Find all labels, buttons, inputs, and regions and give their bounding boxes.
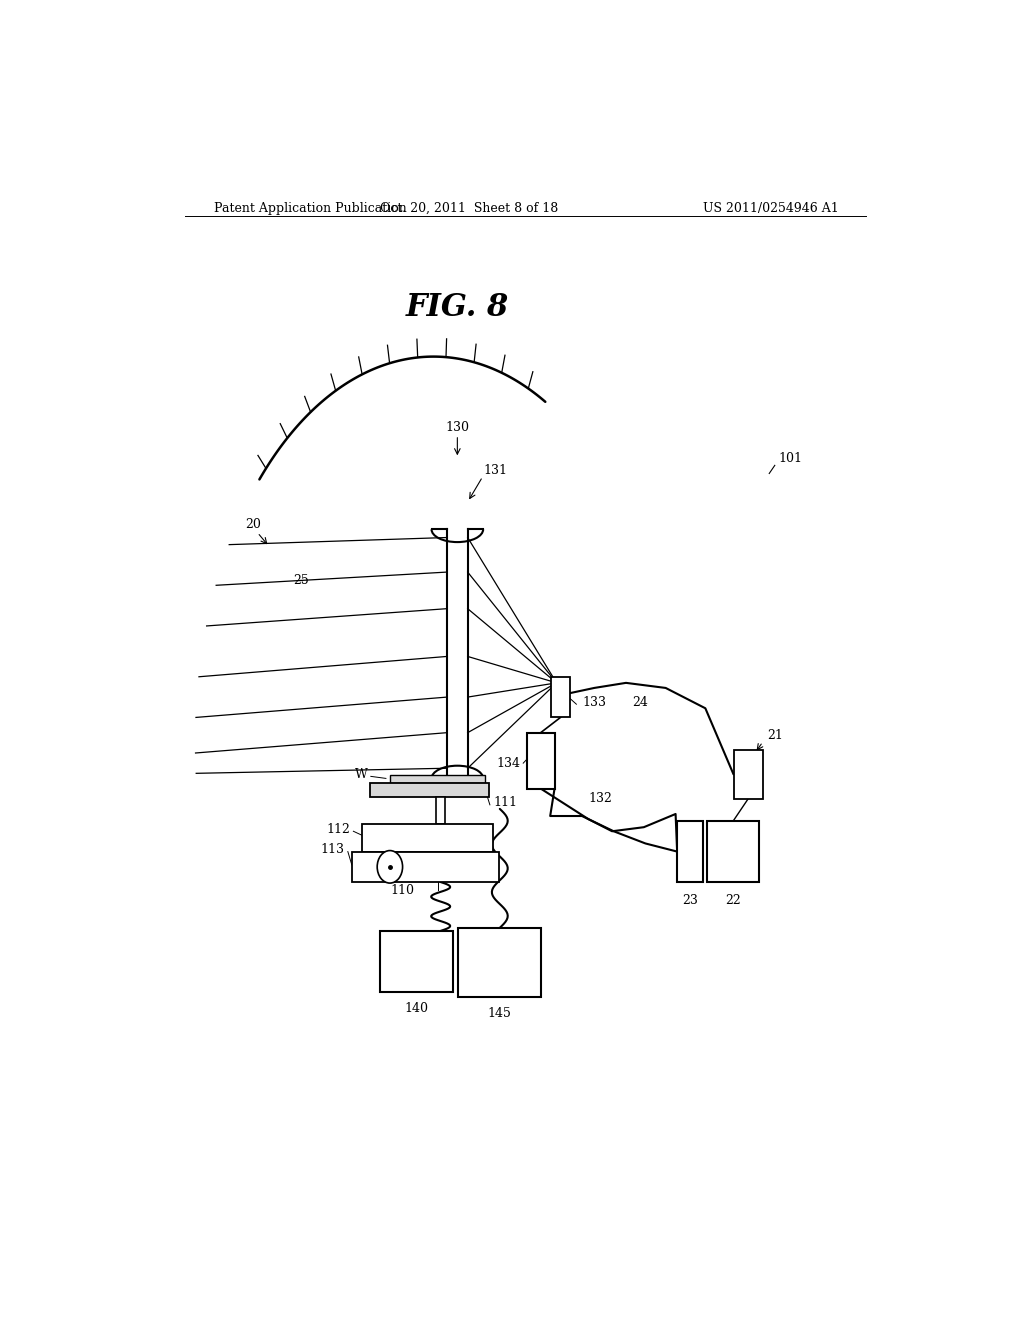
Bar <box>362 824 494 851</box>
Text: CONTROL: CONTROL <box>391 946 442 956</box>
Bar <box>551 677 570 718</box>
Text: z: z <box>439 833 444 842</box>
Bar <box>370 784 489 797</box>
Text: US 2011/0254946 A1: US 2011/0254946 A1 <box>702 202 839 215</box>
Text: Oct. 20, 2011  Sheet 8 of 18: Oct. 20, 2011 Sheet 8 of 18 <box>380 202 558 215</box>
Text: 131: 131 <box>483 463 508 477</box>
Circle shape <box>377 850 402 883</box>
Text: IMAGE: IMAGE <box>483 939 516 949</box>
Text: FIG. 8: FIG. 8 <box>406 292 509 323</box>
Text: 101: 101 <box>778 451 803 465</box>
Bar <box>436 797 445 824</box>
Bar <box>458 928 542 997</box>
Text: UNIT: UNIT <box>404 966 429 977</box>
Bar <box>677 821 703 882</box>
Text: 110: 110 <box>390 883 415 896</box>
Text: 132: 132 <box>588 792 612 805</box>
Text: 134: 134 <box>497 756 521 770</box>
Text: Patent Application Publication: Patent Application Publication <box>214 202 407 215</box>
Text: 130: 130 <box>445 421 469 434</box>
Text: 21: 21 <box>767 729 782 742</box>
Text: 20: 20 <box>246 517 261 531</box>
Bar <box>352 851 500 882</box>
Text: 140: 140 <box>404 1002 429 1015</box>
Text: 113: 113 <box>321 843 345 857</box>
Text: PROCESSING: PROCESSING <box>466 957 534 968</box>
Text: 23: 23 <box>682 894 698 907</box>
Text: 145: 145 <box>487 1007 512 1019</box>
Text: 111: 111 <box>494 796 517 809</box>
Bar <box>526 733 555 788</box>
Bar <box>733 750 763 799</box>
Text: W: W <box>354 768 368 781</box>
Text: 24: 24 <box>632 696 648 709</box>
Text: 112: 112 <box>327 822 350 836</box>
Text: 22: 22 <box>725 894 741 907</box>
Bar <box>390 775 485 784</box>
Text: UNIT: UNIT <box>487 975 512 986</box>
Text: 133: 133 <box>582 696 606 709</box>
Bar <box>708 821 759 882</box>
Text: 25: 25 <box>293 574 309 586</box>
Bar <box>380 931 454 991</box>
